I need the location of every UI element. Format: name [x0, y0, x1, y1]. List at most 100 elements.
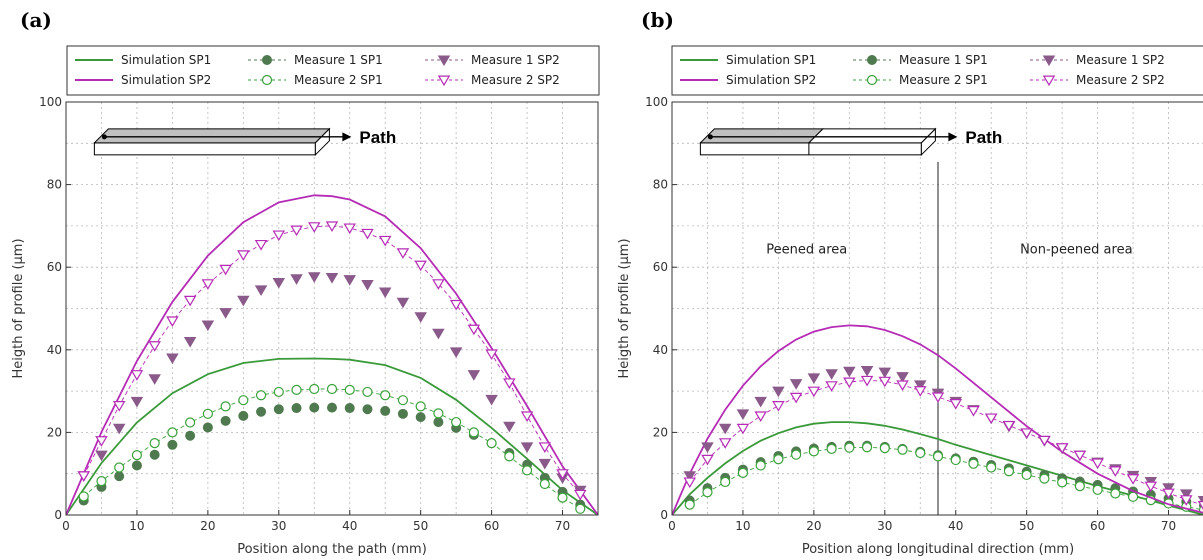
legend-item: Measure 2 SP2	[425, 73, 560, 87]
legend-item: Measure 2 SP1	[248, 73, 383, 87]
data-point	[167, 427, 178, 438]
y-tick-label: 100	[39, 95, 62, 109]
x-tick-label: 10	[129, 519, 144, 533]
legend-label: Measure 2 SP1	[294, 73, 383, 87]
data-point	[701, 442, 714, 453]
data-point	[272, 277, 286, 289]
data-point	[378, 235, 392, 247]
y-tick-label: 60	[653, 260, 668, 274]
data-point	[291, 403, 302, 414]
data-point	[362, 386, 373, 398]
data-point	[521, 465, 533, 476]
series-line	[66, 357, 598, 515]
legend-swatch-marker	[261, 74, 273, 86]
path-arrow-head	[342, 132, 352, 142]
data-point	[397, 395, 409, 406]
panel-label: (b)	[641, 8, 674, 32]
data-point	[131, 450, 143, 461]
data-point	[362, 404, 373, 415]
legend-label: Measure 1 SP2	[1076, 53, 1165, 67]
data-point	[718, 438, 732, 449]
data-point	[325, 273, 339, 284]
data-point	[772, 386, 785, 398]
legend-swatch-marker	[1042, 55, 1056, 67]
data-point	[148, 374, 161, 385]
legend-label: Measure 2 SP2	[471, 73, 560, 87]
non-peened-area-label: Non-peened area	[1020, 243, 1132, 258]
series-measure-1-sp1	[78, 402, 586, 510]
y-tick-label: 20	[47, 425, 62, 439]
data-point	[202, 422, 213, 433]
data-point	[791, 449, 802, 460]
path-arrow-head	[948, 132, 958, 142]
data-point	[149, 449, 160, 460]
series-line	[672, 421, 1203, 515]
data-point	[773, 454, 784, 465]
legend-item: Measure 1 SP1	[853, 53, 988, 67]
y-tick-label: 100	[645, 95, 668, 109]
data-point	[433, 417, 444, 428]
series-measure-2-sp1	[78, 383, 586, 514]
x-tick-label: 20	[806, 519, 821, 533]
data-point	[166, 353, 179, 365]
data-point	[344, 384, 355, 395]
data-point	[166, 316, 179, 328]
data-point	[1109, 466, 1122, 477]
series-connector	[689, 379, 1203, 506]
data-point	[1127, 491, 1139, 502]
data-point	[896, 380, 909, 392]
data-point	[485, 349, 498, 361]
series-measure-1-sp2	[77, 272, 587, 497]
plot-area	[66, 194, 598, 515]
data-point	[1055, 443, 1069, 454]
data-point	[808, 446, 819, 457]
x-tick-label: 60	[484, 519, 499, 533]
bar-side-face	[314, 127, 330, 157]
chart-panel-b: 0 10 20 30 40 50 60 70 0 20 40 60 80 100 Position alon…	[617, 8, 1203, 557]
data-point	[825, 381, 838, 392]
data-point	[449, 347, 463, 358]
data-point	[238, 410, 249, 421]
data-point	[254, 285, 268, 297]
data-point	[986, 462, 997, 473]
data-point	[1057, 477, 1068, 488]
data-point	[897, 444, 908, 455]
data-point	[520, 411, 534, 423]
data-point	[308, 222, 321, 233]
data-point	[238, 395, 249, 406]
y-tick-label: 60	[47, 260, 62, 274]
data-point	[1126, 474, 1140, 485]
series-simulation-sp2	[672, 324, 1203, 515]
legend-box	[671, 45, 1203, 96]
data-point	[414, 312, 427, 323]
data-point	[720, 476, 731, 488]
x-tick-label: 70	[555, 519, 570, 533]
legend-item: Measure 1 SP1	[248, 53, 383, 67]
legend-swatch-marker	[867, 55, 877, 65]
data-point	[380, 390, 391, 401]
data-point	[772, 401, 785, 412]
data-point	[185, 430, 196, 441]
data-point	[290, 274, 303, 285]
x-tick-label: 60	[1090, 519, 1105, 533]
data-point	[718, 423, 732, 435]
legend-label: Simulation SP1	[121, 53, 211, 67]
bar-front-face	[699, 142, 922, 156]
y-tick-label: 0	[660, 508, 668, 522]
legend-swatch-marker	[866, 74, 878, 86]
data-point	[96, 476, 107, 487]
y-tick-label: 0	[54, 508, 62, 522]
data-point	[915, 447, 926, 459]
data-point	[396, 248, 410, 259]
data-point	[1073, 450, 1087, 462]
series-measure-1-sp2	[683, 365, 1203, 505]
data-point	[879, 442, 890, 454]
data-point	[539, 478, 550, 490]
data-point	[684, 499, 695, 510]
x-tick-label: 40	[948, 519, 963, 533]
data-point	[344, 403, 355, 414]
legend-item: Measure 2 SP1	[853, 73, 988, 87]
data-point	[736, 409, 750, 420]
legend-label: Measure 2 SP2	[1076, 73, 1165, 87]
data-point	[755, 460, 766, 471]
